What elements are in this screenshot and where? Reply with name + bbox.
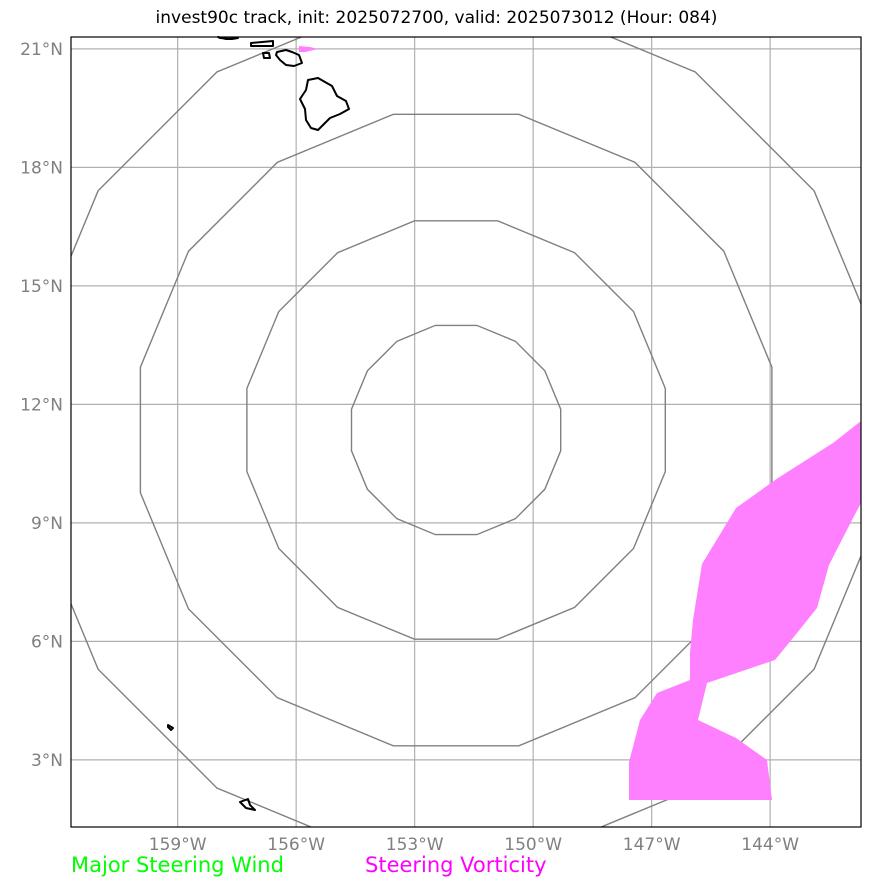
coast-oahu	[217, 36, 239, 40]
coast-islet-b	[239, 798, 256, 811]
lon-tick-label: 153°W	[386, 835, 444, 855]
longitude-tick-labels: 159°W 156°W 153°W 150°W 147°W 144°W	[149, 835, 799, 855]
map-frame	[70, 36, 862, 828]
coast-lanai	[262, 52, 271, 59]
lat-tick-label: 3°N	[31, 751, 63, 771]
lat-tick-label: 18°N	[20, 158, 63, 178]
lat-tick-label: 9°N	[31, 514, 63, 534]
lon-tick-label: 159°W	[149, 835, 207, 855]
lat-tick-label: 15°N	[20, 277, 63, 297]
vorticity-area-north	[299, 46, 318, 52]
coast-molokai	[250, 40, 274, 47]
legend-steering-vorticity: Steering Vorticity	[365, 853, 547, 877]
lat-tick-label: 12°N	[20, 395, 63, 415]
map-title: invest90c track, init: 2025072700, valid…	[155, 8, 718, 28]
range-rings	[71, 37, 861, 827]
coast-maui	[275, 49, 303, 67]
lat-tick-label: 21°N	[20, 40, 63, 60]
vorticity-area-southeast	[629, 421, 861, 800]
coastlines	[167, 36, 350, 811]
lon-tick-label: 150°W	[504, 835, 562, 855]
range-ring-3	[139, 113, 773, 747]
steering-vorticity-areas	[299, 46, 861, 800]
coast-hawaii-big-island	[299, 77, 350, 131]
lon-tick-label: 147°W	[623, 835, 681, 855]
lat-tick-label: 6°N	[31, 632, 63, 652]
legend-major-steering-wind: Major Steering Wind	[71, 853, 284, 877]
latitude-tick-labels: 21°N 18°N 15°N 12°N 9°N 6°N 3°N	[20, 40, 63, 771]
range-ring-1	[350, 324, 562, 536]
range-ring-2	[246, 220, 666, 640]
graticule	[71, 37, 861, 827]
range-ring-4	[71, 37, 861, 827]
lon-tick-label: 144°W	[741, 835, 799, 855]
coast-islet-a	[167, 724, 174, 731]
lon-tick-label: 156°W	[267, 835, 325, 855]
